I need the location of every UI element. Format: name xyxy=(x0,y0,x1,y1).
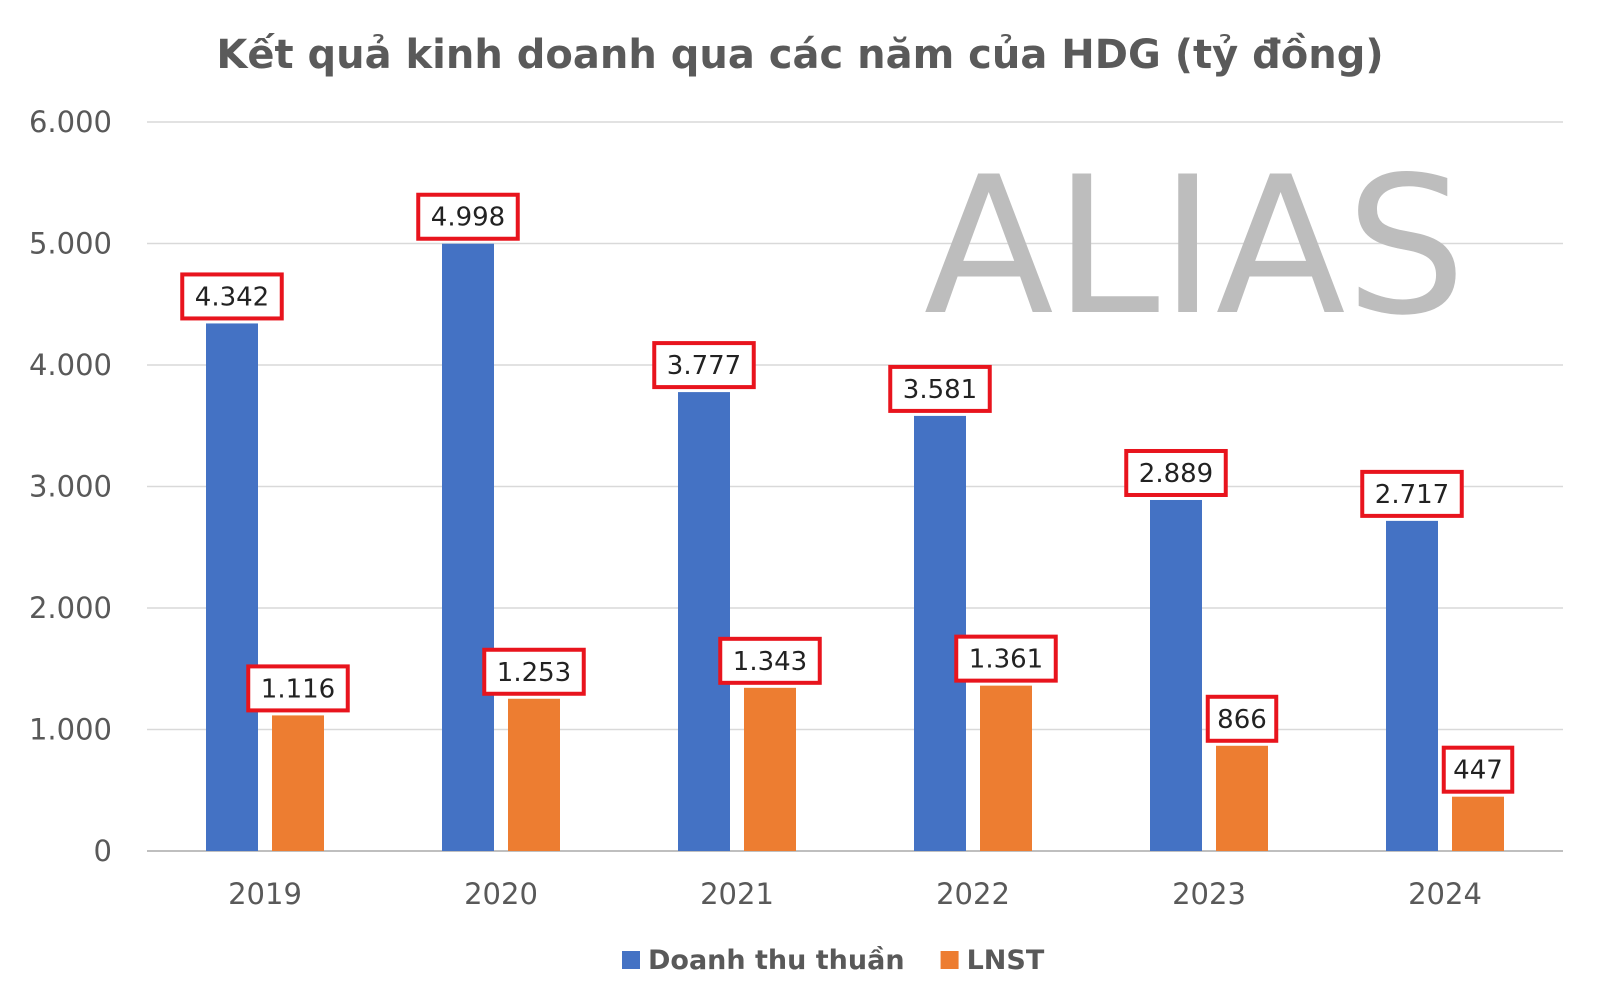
bar-doanh-thu-thuan-2024 xyxy=(1386,520,1438,851)
legend-label-doanh-thu-thuan: Doanh thu thuần xyxy=(648,945,905,976)
bar-doanh-thu-thuan-2023 xyxy=(1150,499,1202,851)
data-label-box xyxy=(1205,694,1279,743)
bar-lnst-2020 xyxy=(508,698,560,851)
y-tick-label: 3.000 xyxy=(29,470,112,504)
y-axis-tick-labels: 0 1.000 2.000 3.000 4.000 5.000 6.000 xyxy=(29,105,112,868)
bar-doanh-thu-thuan-2020 xyxy=(442,243,494,852)
data-label: 1.343 xyxy=(733,647,807,677)
chart-title: Kết quả kinh doanh qua các năm của HDG (… xyxy=(216,32,1383,78)
x-tick-label: 2019 xyxy=(228,877,302,911)
bar-doanh-thu-thuan-2019 xyxy=(206,323,258,851)
data-label: 866 xyxy=(1217,705,1267,735)
legend-label-lnst: LNST xyxy=(967,945,1045,976)
data-label-box xyxy=(1441,745,1515,794)
y-tick-label: 1.000 xyxy=(29,713,112,747)
gridlines xyxy=(147,121,1563,852)
data-label-box xyxy=(954,634,1058,683)
data-label-box xyxy=(416,192,520,241)
data-label-box xyxy=(1124,448,1228,497)
data-label: 1.116 xyxy=(261,674,335,704)
data-label: 4.998 xyxy=(431,203,505,233)
data-label: 3.777 xyxy=(667,351,741,381)
bar-lnst-2022 xyxy=(980,685,1032,851)
watermark-text: ALIAS xyxy=(924,136,1466,357)
x-tick-label: 2022 xyxy=(936,877,1010,911)
data-label: 4.342 xyxy=(195,282,269,312)
data-label: 2.889 xyxy=(1139,459,1213,489)
legend-swatch-lnst xyxy=(940,951,959,969)
bar-doanh-thu-thuan-2022 xyxy=(914,415,966,851)
bar-lnst-2024 xyxy=(1452,796,1504,851)
data-label-box xyxy=(652,341,756,390)
data-label: 447 xyxy=(1453,756,1503,786)
data-label-box xyxy=(180,272,284,321)
data-label-box xyxy=(482,647,586,696)
bar-lnst-2021 xyxy=(744,687,796,851)
data-label-box xyxy=(1360,469,1464,518)
x-tick-label: 2024 xyxy=(1408,877,1482,911)
data-labels: 4.342 1.116 4.998 1.253 3.777 1.343 3.581 1.361… xyxy=(180,192,1515,794)
y-tick-label: 0 xyxy=(94,834,112,868)
y-tick-label: 2.000 xyxy=(29,591,112,625)
data-label: 2.717 xyxy=(1375,480,1449,510)
legend: Doanh thu thuần LNST xyxy=(622,945,1045,976)
y-tick-label: 5.000 xyxy=(29,227,112,261)
y-tick-label: 6.000 xyxy=(29,105,112,139)
data-label-box xyxy=(718,636,822,685)
bar-lnst-2023 xyxy=(1216,745,1268,851)
x-tick-label: 2020 xyxy=(464,877,538,911)
bar-lnst-2019 xyxy=(272,715,324,851)
legend-swatch-doanh-thu-thuan xyxy=(622,951,640,969)
bar-doanh-thu-thuan-2021 xyxy=(678,392,730,851)
x-tick-label: 2023 xyxy=(1172,877,1246,911)
y-tick-label: 4.000 xyxy=(29,348,112,382)
data-label: 1.361 xyxy=(969,645,1043,675)
data-label: 3.581 xyxy=(903,375,977,405)
x-axis-tick-labels: 2019 2020 2021 2022 2023 2024 xyxy=(228,877,1482,911)
data-label: 1.253 xyxy=(497,658,571,688)
data-label-box xyxy=(888,364,992,413)
x-tick-label: 2021 xyxy=(700,877,774,911)
data-label-box xyxy=(246,664,350,713)
bars xyxy=(206,243,1504,852)
